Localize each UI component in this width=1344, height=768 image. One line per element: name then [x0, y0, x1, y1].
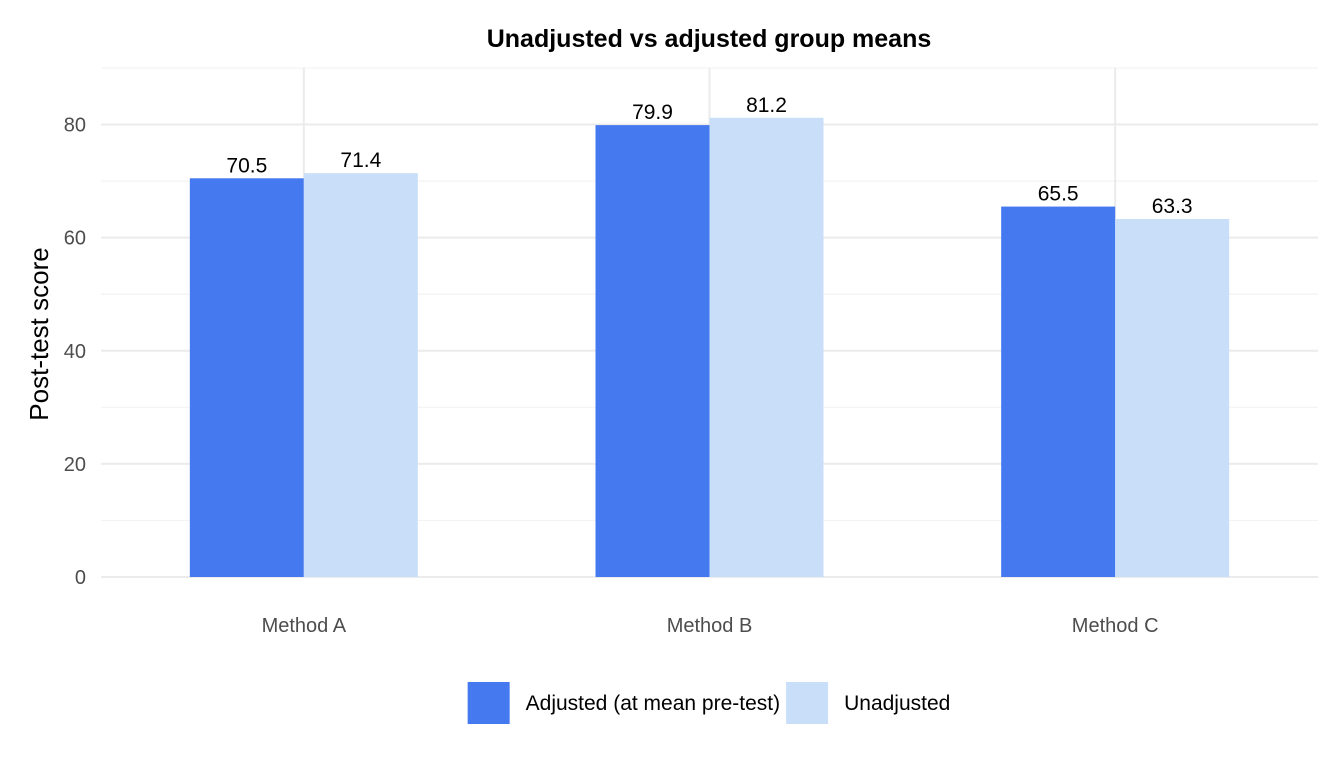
- bar: [1115, 219, 1230, 577]
- bar: [303, 173, 418, 577]
- bar: [595, 125, 710, 578]
- x-tick-label: Method A: [262, 615, 347, 637]
- y-axis-ticks: 0 20 40 60 80: [64, 115, 86, 589]
- bar: [189, 178, 304, 578]
- chart-title: Unadjusted vs adjusted group means: [487, 25, 932, 53]
- y-tick-label: 20: [64, 454, 86, 476]
- data-label: 63.3: [1152, 195, 1193, 218]
- legend-key: [467, 682, 510, 724]
- y-tick-label: 40: [64, 341, 86, 363]
- y-axis-title: Post-test score: [24, 247, 54, 420]
- bar: [1001, 206, 1116, 578]
- y-tick-label: 80: [64, 115, 86, 137]
- data-label: 81.2: [746, 94, 787, 117]
- legend-label: Unadjusted: [844, 692, 950, 715]
- data-labels: 70.5 71.4 79.9 81.2 65.5 63.3: [226, 94, 1192, 218]
- data-label: 71.4: [340, 149, 381, 172]
- legend: Adjusted (at mean pre-test) Unadjusted: [467, 682, 950, 724]
- legend-label: Adjusted (at mean pre-test): [526, 692, 780, 715]
- bar: [709, 117, 824, 577]
- y-tick-label: 0: [75, 567, 86, 589]
- x-tick-label: Method C: [1072, 615, 1159, 637]
- x-tick-label: Method B: [667, 615, 753, 637]
- data-label: 65.5: [1038, 183, 1079, 206]
- x-axis-ticks: Method A Method B Method C: [262, 615, 1159, 637]
- y-tick-label: 60: [64, 228, 86, 250]
- legend-key: [786, 682, 829, 724]
- data-label: 70.5: [226, 154, 267, 177]
- data-label: 79.9: [632, 101, 673, 124]
- bars: [189, 117, 1230, 578]
